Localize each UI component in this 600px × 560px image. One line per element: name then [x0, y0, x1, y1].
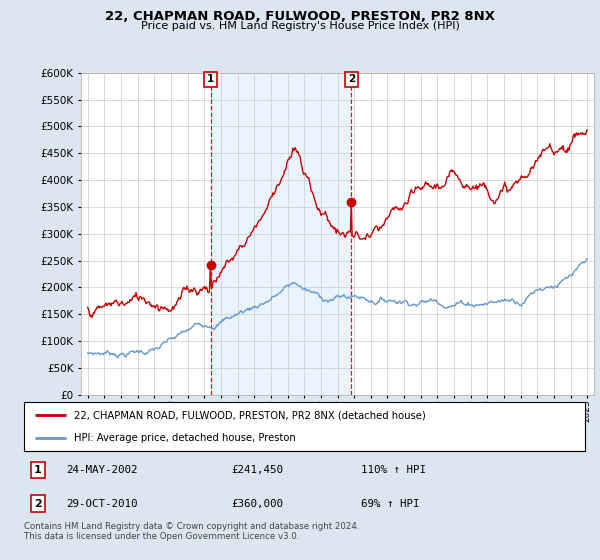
Bar	[211, 73, 352, 395]
Text: 69% ↑ HPI: 69% ↑ HPI	[361, 498, 419, 508]
Text: 29-OCT-2010: 29-OCT-2010	[66, 498, 137, 508]
Text: Contains HM Land Registry data © Crown copyright and database right 2024.
This d: Contains HM Land Registry data © Crown c…	[24, 522, 359, 542]
Text: £360,000: £360,000	[232, 498, 284, 508]
Text: Price paid vs. HM Land Registry's House Price Index (HPI): Price paid vs. HM Land Registry's House …	[140, 21, 460, 31]
Text: 1: 1	[207, 74, 214, 85]
Text: HPI: Average price, detached house, Preston: HPI: Average price, detached house, Pres…	[74, 433, 296, 444]
Text: 1: 1	[34, 465, 42, 475]
Text: 22, CHAPMAN ROAD, FULWOOD, PRESTON, PR2 8NX: 22, CHAPMAN ROAD, FULWOOD, PRESTON, PR2 …	[105, 10, 495, 23]
Text: £241,450: £241,450	[232, 465, 284, 475]
Text: 110% ↑ HPI: 110% ↑ HPI	[361, 465, 425, 475]
Text: 22, CHAPMAN ROAD, FULWOOD, PRESTON, PR2 8NX (detached house): 22, CHAPMAN ROAD, FULWOOD, PRESTON, PR2 …	[74, 410, 426, 421]
Text: 2: 2	[347, 74, 355, 85]
Text: 2: 2	[34, 498, 42, 508]
Text: 24-MAY-2002: 24-MAY-2002	[66, 465, 137, 475]
